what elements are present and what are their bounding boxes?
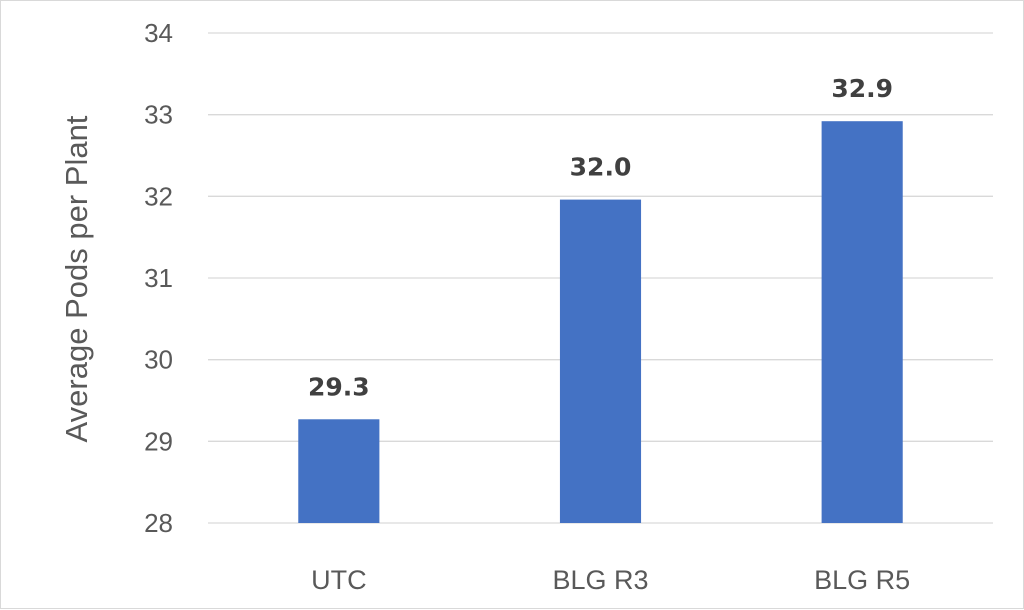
y-tick-label: 31 (144, 263, 173, 293)
y-tick-label: 34 (144, 18, 173, 48)
data-label: 29.3 (308, 372, 370, 401)
y-tick-labels: 28 29 30 31 32 33 34 (144, 18, 173, 538)
y-axis-title: Average Pods per Plant (59, 115, 94, 442)
data-label: 32.9 (831, 74, 893, 103)
bar-blg-r5 (821, 121, 903, 523)
bar-utc (298, 419, 380, 523)
data-labels: 29.3 32.0 32.9 (308, 74, 893, 401)
y-tick-label: 32 (144, 181, 173, 211)
y-tick-label: 28 (144, 508, 173, 538)
y-tick-label: 29 (144, 426, 173, 456)
bars (298, 121, 903, 523)
x-tick-label: UTC (311, 565, 367, 595)
y-tick-label: 30 (144, 345, 173, 375)
x-tick-label: BLG R5 (814, 565, 910, 595)
bar-blg-r3 (559, 199, 642, 523)
y-tick-label: 33 (144, 100, 173, 130)
x-tick-label: BLG R3 (552, 565, 648, 595)
x-tick-labels: UTC BLG R3 BLG R5 (311, 565, 910, 595)
data-label: 32.0 (570, 153, 632, 182)
